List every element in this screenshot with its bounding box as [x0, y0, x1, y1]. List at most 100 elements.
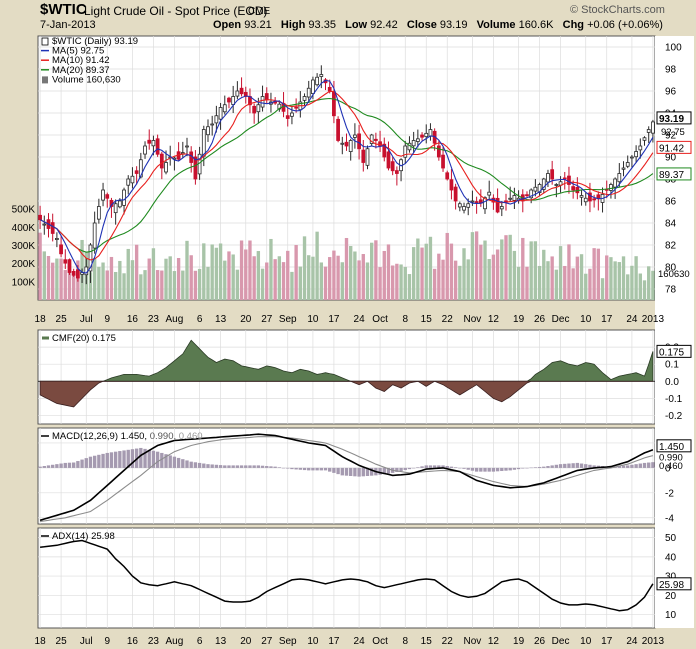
- y-tick-label-price: 80: [665, 263, 677, 274]
- candle: [541, 177, 546, 194]
- candle-body: [302, 96, 307, 101]
- macd-histogram-bar: [218, 465, 223, 468]
- y-tick-label-price: 82: [665, 241, 677, 252]
- volume-bar: [479, 244, 483, 300]
- candle: [315, 73, 319, 87]
- macd-histogram-bar: [323, 467, 328, 471]
- candle-body: [487, 191, 492, 196]
- volume-bar: [298, 266, 303, 300]
- macd-histogram-bar: [500, 467, 504, 472]
- candle: [50, 213, 55, 242]
- x-tick-label-adx: 25: [56, 636, 68, 647]
- x-tick-label-adx: 24: [626, 636, 638, 647]
- candle: [420, 132, 424, 141]
- macd-histogram-bar: [626, 465, 630, 468]
- volume-bar: [286, 250, 290, 300]
- macd-histogram-bar: [588, 464, 592, 468]
- candle-body: [571, 186, 576, 191]
- x-tick-label-adx: 12: [488, 636, 500, 647]
- volume-bar: [349, 245, 353, 300]
- macd-histogram-bar: [495, 467, 500, 472]
- candle-body: [638, 145, 643, 151]
- volume-bar: [533, 241, 538, 300]
- candle: [415, 129, 420, 148]
- y-tick-label-price: 78: [665, 285, 677, 296]
- legend-swatch-candle: [41, 37, 49, 46]
- candle-body: [227, 97, 231, 103]
- volume-bar: [588, 268, 592, 300]
- macd-histogram-bar: [235, 465, 240, 468]
- macd-histogram-bar: [80, 459, 84, 468]
- volume-bar: [323, 266, 328, 300]
- x-tick-label-adx: 22: [442, 636, 454, 647]
- volume-bar: [483, 240, 487, 300]
- volume-bar: [504, 235, 508, 300]
- macd-histogram-bar: [38, 466, 42, 468]
- x-tick-label-adx: 15: [421, 636, 433, 647]
- candle-body: [541, 178, 546, 190]
- volume-bar: [617, 262, 622, 300]
- x-tick-label-price: 24: [626, 314, 638, 325]
- volume-bar: [92, 257, 97, 300]
- volume-bar: [252, 256, 256, 300]
- low-value: 92.42: [370, 19, 398, 31]
- volume-bar: [294, 245, 298, 300]
- volume-bar: [139, 274, 143, 300]
- candle-body: [218, 107, 223, 120]
- x-tick-label-price: 10: [307, 314, 319, 325]
- volume-bar: [260, 268, 265, 300]
- macd-histogram-bar: [176, 457, 181, 468]
- candle: [319, 65, 324, 89]
- macd-histogram-bar: [214, 464, 219, 468]
- volume-bar: [550, 256, 554, 300]
- candle: [394, 166, 399, 186]
- macd-histogram-bar: [370, 467, 374, 476]
- volume-bar: [554, 269, 559, 300]
- macd-histogram-bar: [550, 465, 554, 468]
- candle: [218, 102, 223, 130]
- candle-body: [306, 87, 311, 98]
- candle: [453, 183, 458, 210]
- exchange-label: CME: [248, 6, 271, 17]
- y-tick-label-macd: 0: [665, 463, 671, 474]
- candle: [537, 182, 542, 197]
- macd-histogram-bar: [437, 465, 441, 468]
- x-tick-label-adx: 13: [215, 636, 227, 647]
- candle-body: [319, 74, 324, 77]
- y-tick-label-price: 92: [665, 131, 677, 142]
- close-value: 93.19: [439, 19, 468, 31]
- adx-last-label: 25.98: [659, 580, 684, 591]
- last-volume-label: 160630: [658, 269, 690, 280]
- candle-body: [420, 134, 424, 138]
- macd-histogram-bar: [395, 467, 399, 472]
- volume-bar: [626, 274, 630, 300]
- candle: [361, 140, 366, 172]
- x-tick-label-price: 17: [601, 314, 613, 325]
- macd-histogram-bar: [51, 464, 55, 468]
- candle-body: [126, 178, 131, 186]
- candle: [390, 157, 395, 176]
- volume-bar: [453, 260, 458, 300]
- candle-body: [474, 201, 479, 203]
- candle-body: [617, 173, 622, 183]
- cmf-legend-label: CMF(20) 0.175: [52, 333, 116, 344]
- candle-body: [562, 177, 567, 180]
- volume-bar: [445, 232, 449, 300]
- volume-bar: [214, 247, 219, 300]
- watermark-link[interactable]: © StockCharts.com: [570, 4, 665, 16]
- macd-histogram-bar: [563, 463, 567, 468]
- macd-histogram-bar: [474, 467, 479, 472]
- macd-histogram-bar: [386, 467, 391, 474]
- macd-histogram-bar: [449, 466, 454, 468]
- volume-bar: [390, 265, 395, 300]
- candle-body: [348, 140, 353, 152]
- volume-bar: [634, 256, 638, 300]
- x-tick-label-adx: 10: [307, 636, 319, 647]
- macd-histogram-bar: [298, 467, 303, 470]
- candle-body: [495, 197, 500, 213]
- volume-bar: [227, 251, 231, 300]
- candle-body: [71, 270, 76, 276]
- candle-body: [311, 79, 315, 94]
- macd-histogram-bar: [365, 467, 370, 476]
- macd-signal-last-label: 0.990: [659, 453, 683, 464]
